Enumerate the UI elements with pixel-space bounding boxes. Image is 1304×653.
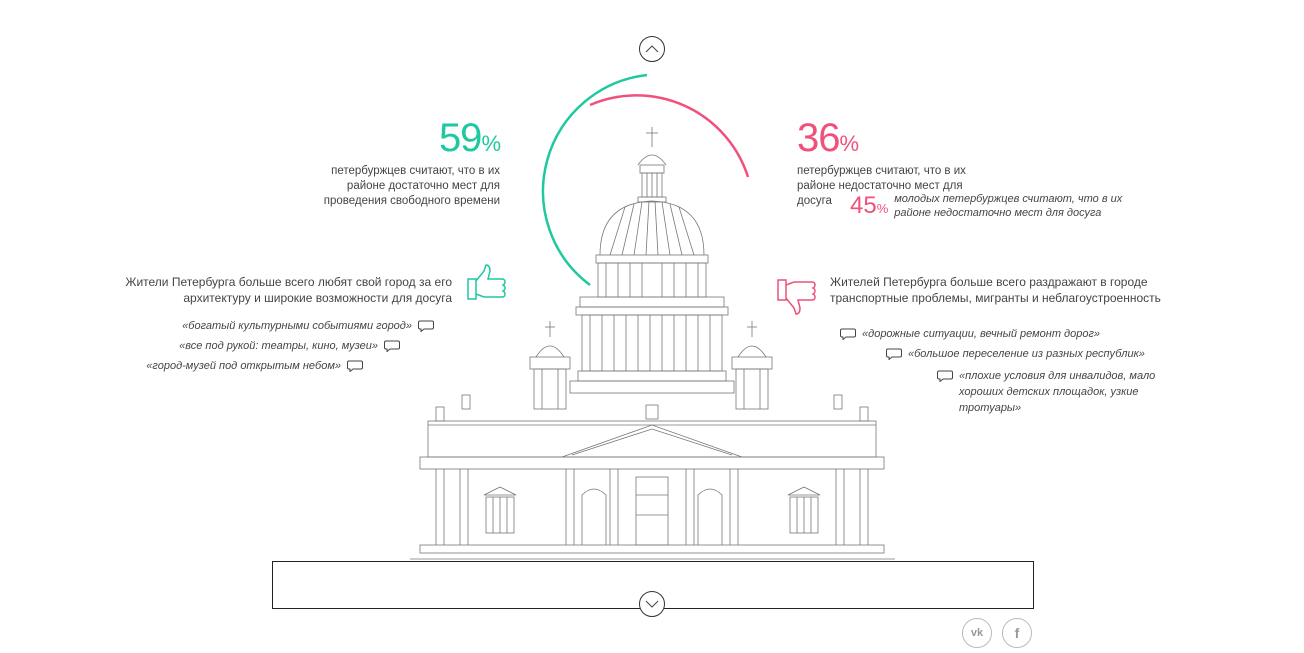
satisfied-stat: 59% петербуржцев считают, что в их район…	[300, 116, 501, 209]
speech-bubble-icon	[384, 340, 400, 352]
cathedral-illustration	[410, 127, 895, 560]
chevron-down-icon	[645, 600, 659, 608]
speech-bubble-icon	[886, 348, 902, 360]
chevron-up-icon	[645, 45, 659, 53]
likes-quote: «город-музей под открытым небом»	[146, 360, 363, 372]
speech-bubble-icon	[840, 328, 856, 340]
unsatisfied-description: петербуржцев считают, что в их районе не…	[797, 165, 966, 207]
scroll-down-button[interactable]	[639, 591, 665, 617]
vk-icon: vk	[970, 627, 984, 639]
stat-arcs	[541, 73, 750, 287]
dislikes-quote: «большое переселение из разных республик…	[886, 348, 1145, 360]
facebook-icon: f	[1014, 625, 1020, 641]
unsatisfied-stat: 36% петербуржцев считают, что в их район…	[797, 118, 997, 209]
satisfied-arc	[541, 73, 648, 287]
likes-heading: Жители Петербурга больше всего любят сво…	[125, 275, 452, 305]
thumbs-down-icon	[777, 279, 816, 315]
likes-quote: «богатый культурными событиями город»	[182, 320, 434, 332]
speech-bubble-icon	[937, 370, 953, 382]
unsatisfied-arc	[589, 94, 750, 178]
facebook-share-button[interactable]: f	[1002, 618, 1032, 648]
dislikes-quote: «плохие условия для инвалидов, мало хоро…	[937, 368, 1199, 416]
likes-quote: «все под рукой: театры, кино, музеи»	[179, 340, 400, 352]
thumbs-up-icon	[467, 264, 506, 300]
vk-share-button[interactable]: vk	[962, 618, 992, 648]
dislikes-heading: Жителей Петербурга больше всего раздража…	[830, 275, 1161, 305]
satisfied-percent: 59%	[438, 116, 501, 160]
speech-bubble-icon	[418, 320, 434, 332]
youth-description: молодых петербуржцев считают, что в их р…	[894, 193, 1123, 219]
youth-percent: 45%	[850, 192, 889, 219]
unsatisfied-percent: 36%	[797, 116, 859, 160]
youth-stat: 45% молодых петербуржцев считают, что в …	[850, 192, 1144, 223]
speech-bubble-icon	[347, 360, 363, 372]
scroll-up-button[interactable]	[639, 36, 665, 62]
satisfied-description: петербуржцев считают, что в их районе до…	[323, 165, 500, 207]
dislikes-quote: «дорожные ситуации, вечный ремонт дорог»	[840, 328, 1100, 340]
